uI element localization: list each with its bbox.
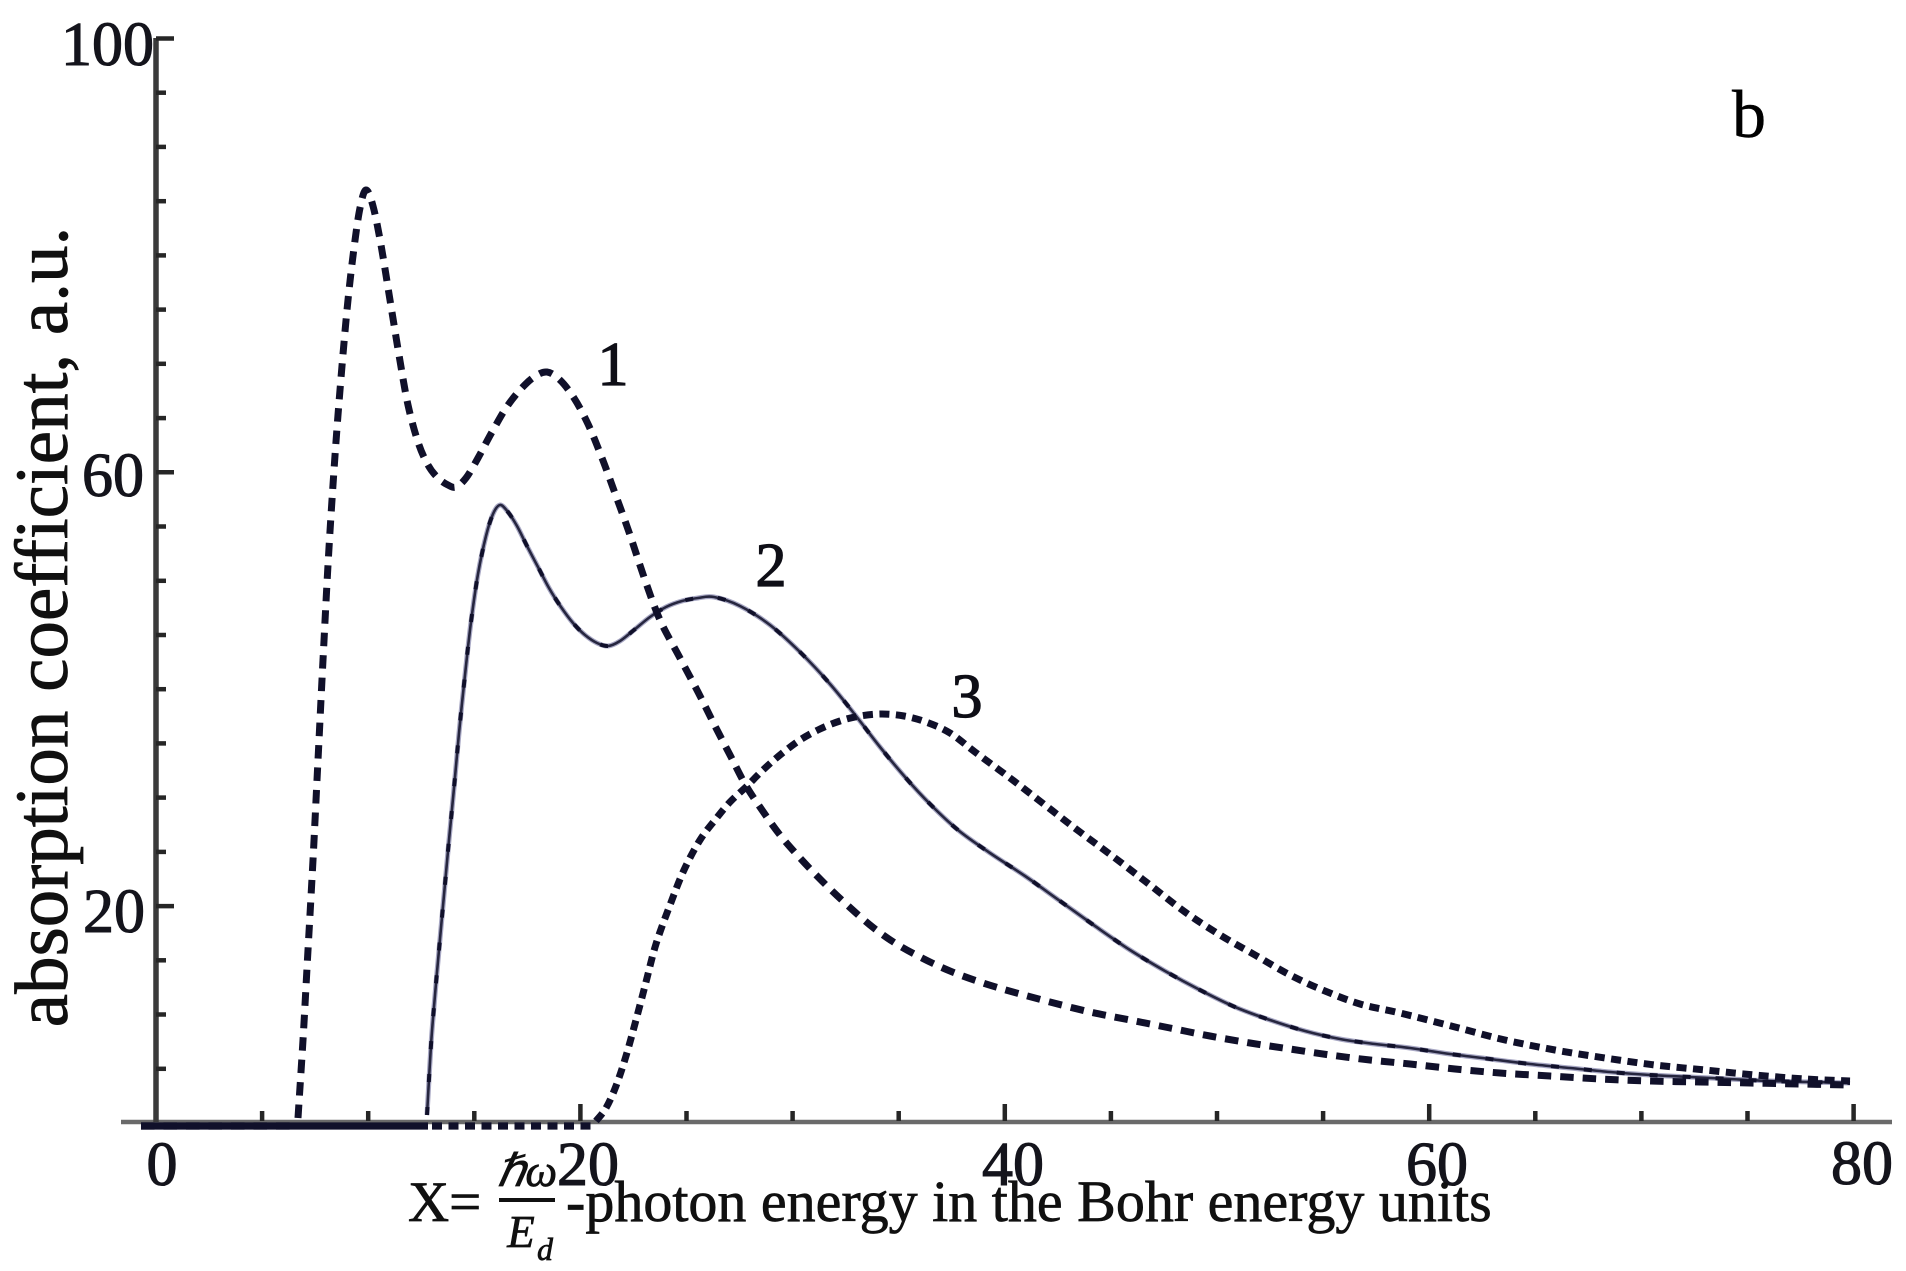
svg-text:100: 100 [61,11,154,79]
svg-text:0: 0 [147,1131,178,1199]
svg-text:20: 20 [83,878,145,946]
svg-text:3: 3 [952,663,983,731]
svg-text:b: b [1732,76,1766,152]
svg-text:X=: X= [408,1171,481,1234]
svg-text:2: 2 [756,532,787,600]
svg-text:-photon energy in the Bohr en: -photon energy in the Bohr energy units [566,1169,1492,1234]
svg-text:40: 40 [982,1131,1044,1199]
svg-text:60: 60 [82,442,144,510]
svg-text:20: 20 [557,1131,619,1199]
svg-text:d: d [537,1231,554,1266]
svg-text:60: 60 [1406,1131,1468,1199]
svg-text:absorption coefficient, a.u.: absorption coefficient, a.u. [1,227,84,1027]
svg-text:ℏω: ℏω [497,1146,557,1196]
svg-text:1: 1 [598,331,629,399]
svg-text:E: E [506,1207,535,1257]
svg-text:80: 80 [1831,1130,1893,1198]
